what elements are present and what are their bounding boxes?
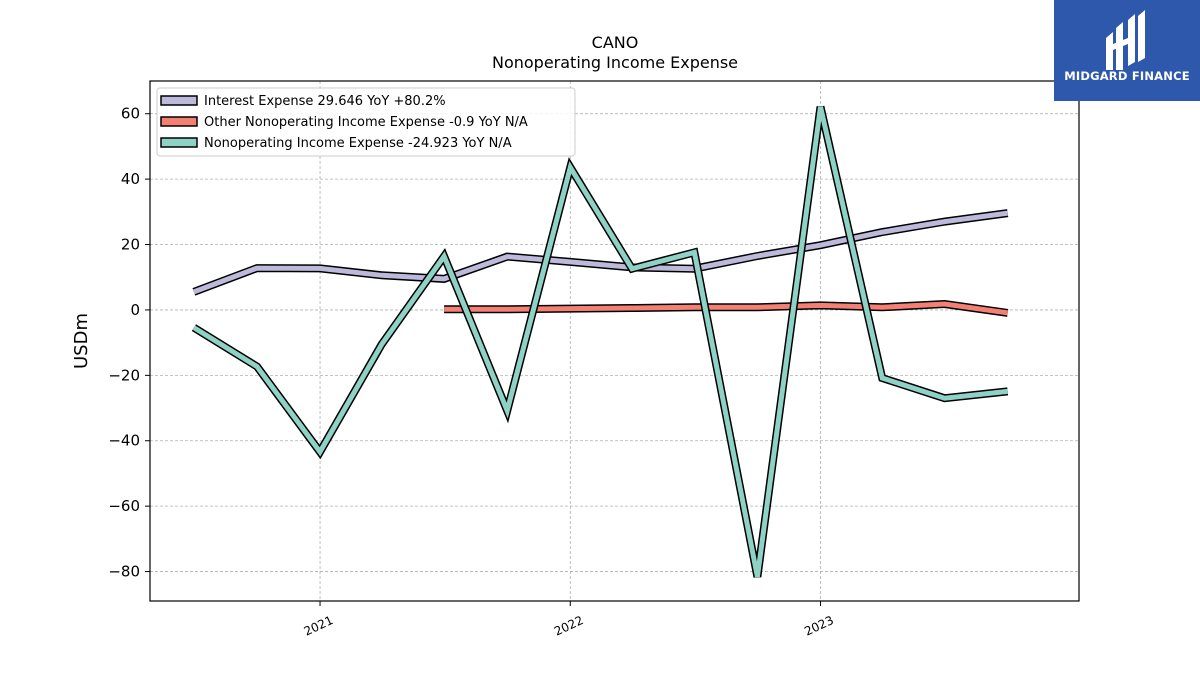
y-tick-label: 20 [121, 236, 140, 254]
logo-mark-icon [1054, 0, 1200, 101]
series-lines [191, 105, 1009, 578]
chart-title: CANO [592, 33, 639, 52]
logo-text: MIDGARD FINANCE [1064, 69, 1190, 83]
y-tick-label: −80 [108, 563, 140, 581]
legend-swatch [160, 137, 198, 148]
brand-logo: MIDGARD FINANCE [1054, 0, 1200, 101]
series-line-2 [444, 301, 1009, 316]
x-tick-label: 2023 [802, 613, 836, 639]
plot-frame [149, 80, 1080, 602]
x-tick-label: 2022 [552, 613, 586, 639]
legend-label: Interest Expense 29.646 YoY +80.2% [204, 94, 446, 109]
chart-subtitle: Nonoperating Income Expense [492, 53, 738, 72]
logo-background [1054, 0, 1200, 101]
x-axis: 2021 2022 2023 [302, 601, 836, 639]
y-tick-label: −60 [108, 497, 140, 515]
y-tick-label: −20 [108, 366, 140, 384]
series-line-3 [192, 106, 1008, 578]
y-tick-label: 0 [130, 301, 140, 319]
legend-box [156, 87, 576, 157]
grid [150, 81, 1079, 601]
y-tick-label: 60 [121, 105, 140, 123]
y-tick-label: −40 [108, 432, 140, 450]
series-line-1 [193, 210, 1009, 295]
y-axis: −80 −60 −40 −20 0 20 40 60 [108, 105, 150, 581]
legend-swatch [160, 116, 198, 127]
legend-label: Nonoperating Income Expense -24.923 YoY … [204, 136, 512, 151]
y-axis-label: USDm [71, 313, 92, 369]
legend-swatch [160, 95, 198, 106]
x-tick-label: 2021 [302, 613, 336, 639]
legend-label: Other Nonoperating Income Expense -0.9 Y… [204, 115, 528, 130]
legend: Interest Expense 29.646 YoY +80.2% Other … [156, 87, 576, 157]
y-tick-label: 40 [121, 170, 140, 188]
